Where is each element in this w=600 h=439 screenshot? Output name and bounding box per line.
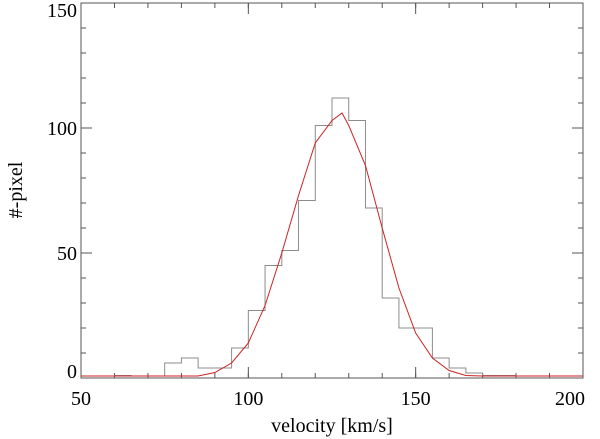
fit-curve-series xyxy=(81,112,583,377)
plot-frame xyxy=(80,2,584,379)
x-axis-title: velocity [km/s] xyxy=(271,415,393,437)
y-axis-title: #-pixel xyxy=(5,161,27,218)
x-tick-label: 100 xyxy=(233,388,263,410)
x-tick-label: 150 xyxy=(401,388,431,410)
y-tick-label: 150 xyxy=(47,0,77,22)
tick-labels: 50 100 150 200 0 50 100 150 xyxy=(47,0,585,410)
histogram-series xyxy=(81,97,583,377)
y-tick-label: 50 xyxy=(57,243,77,265)
axis-ticks xyxy=(80,2,584,379)
y-tick-label: 100 xyxy=(47,118,77,140)
y-tick-label: 0 xyxy=(67,361,77,383)
x-tick-label: 200 xyxy=(555,388,585,410)
x-tick-label: 50 xyxy=(71,388,91,410)
